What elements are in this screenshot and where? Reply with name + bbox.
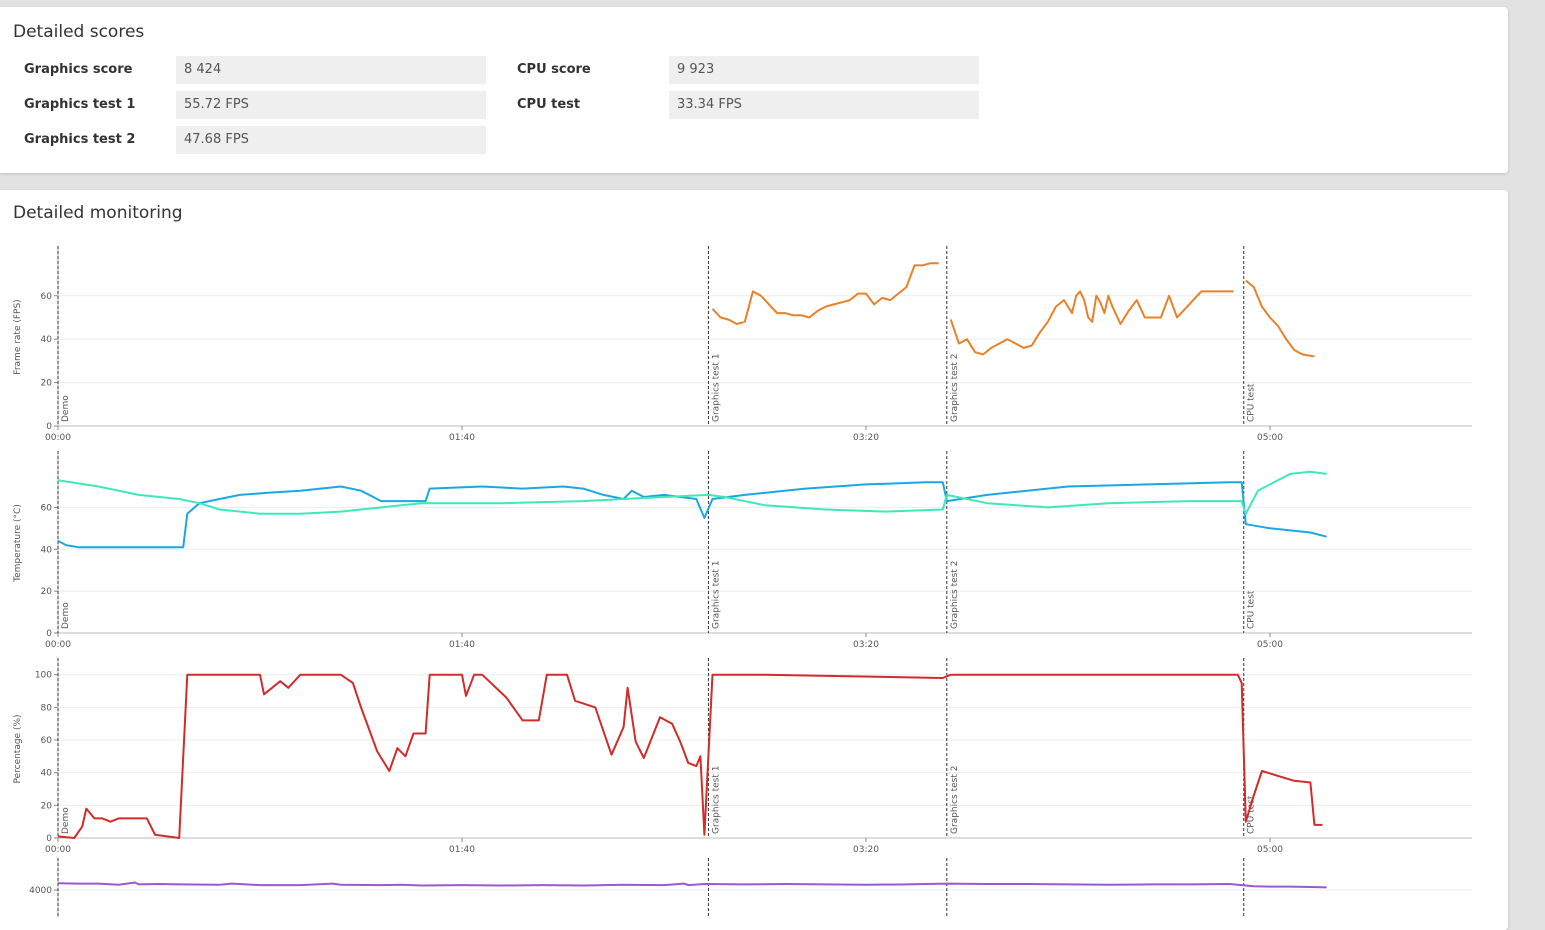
series-line <box>57 881 1327 889</box>
x-tick-label: 03:20 <box>853 433 879 443</box>
score-value: 47.68 FPS <box>176 126 486 154</box>
y-tick-label: 40 <box>41 335 53 345</box>
x-tick-label: 01:40 <box>449 845 475 855</box>
score-label: Graphics test 1 <box>24 97 136 112</box>
y-tick-label: 0 <box>46 834 52 844</box>
series-line <box>57 481 1327 549</box>
panel-title: Detailed scores <box>13 22 145 42</box>
x-tick-label: 01:40 <box>449 433 475 443</box>
y-tick-label: 60 <box>41 292 53 302</box>
y-tick-label: 4000 <box>29 886 52 896</box>
x-tick-label: 01:40 <box>449 640 475 650</box>
test-marker-label: CPU test <box>1247 383 1257 422</box>
test-marker-label: Graphics test 2 <box>950 766 960 834</box>
test-marker-label: Graphics test 1 <box>711 354 721 422</box>
series-line <box>57 673 1323 839</box>
score-label: Graphics score <box>24 62 133 77</box>
y-axis-label: Temperature (°C) <box>13 504 23 583</box>
x-tick-label: 00:00 <box>45 433 71 443</box>
y-tick-label: 40 <box>41 545 53 555</box>
test-marker-label: Demo <box>61 807 71 834</box>
y-tick-label: 20 <box>41 587 53 597</box>
scores-panel: Detailed scores Graphics score 8 424 Gra… <box>0 7 1508 173</box>
test-marker-label: Demo <box>61 395 71 422</box>
monitoring-panel: Detailed monitoring <box>0 190 1508 930</box>
y-tick-label: 40 <box>41 769 53 779</box>
y-tick-label: 60 <box>41 736 53 746</box>
score-label: CPU test <box>517 97 581 112</box>
test-marker-label: Graphics test 2 <box>950 561 960 629</box>
test-marker-label: Demo <box>61 602 71 629</box>
x-tick-label: 05:00 <box>1257 433 1283 443</box>
score-value: 55.72 FPS <box>176 91 486 119</box>
x-tick-label: 03:20 <box>853 640 879 650</box>
y-axis-label: Percentage (%) <box>13 714 23 783</box>
x-tick-label: 00:00 <box>45 640 71 650</box>
series-line <box>711 262 1315 358</box>
y-tick-label: 20 <box>41 379 53 389</box>
x-tick-label: 00:00 <box>45 845 71 855</box>
score-value: 9 923 <box>669 56 979 84</box>
score-value: 8 424 <box>176 56 486 84</box>
test-marker-label: CPU test <box>1247 795 1257 834</box>
score-label: Graphics test 2 <box>24 132 136 147</box>
x-tick-label: 05:00 <box>1257 845 1283 855</box>
test-marker-label: CPU test <box>1247 590 1257 629</box>
score-value: 33.34 FPS <box>669 91 979 119</box>
y-tick-label: 100 <box>35 671 52 681</box>
test-marker-label: Graphics test 1 <box>711 561 721 629</box>
y-tick-label: 0 <box>46 422 52 432</box>
score-label: CPU score <box>517 62 591 77</box>
panel-title: Detailed monitoring <box>13 203 183 223</box>
y-tick-label: 60 <box>41 503 53 513</box>
test-marker-label: Graphics test 1 <box>711 766 721 834</box>
y-tick-label: 80 <box>41 703 53 713</box>
y-tick-label: 20 <box>41 801 53 811</box>
series-line <box>57 470 1327 515</box>
y-axis-label: Frame rate (FPS) <box>13 299 23 374</box>
test-marker-label: Graphics test 2 <box>950 354 960 422</box>
x-tick-label: 05:00 <box>1257 640 1283 650</box>
x-tick-label: 03:20 <box>853 845 879 855</box>
y-tick-label: 0 <box>46 629 52 639</box>
